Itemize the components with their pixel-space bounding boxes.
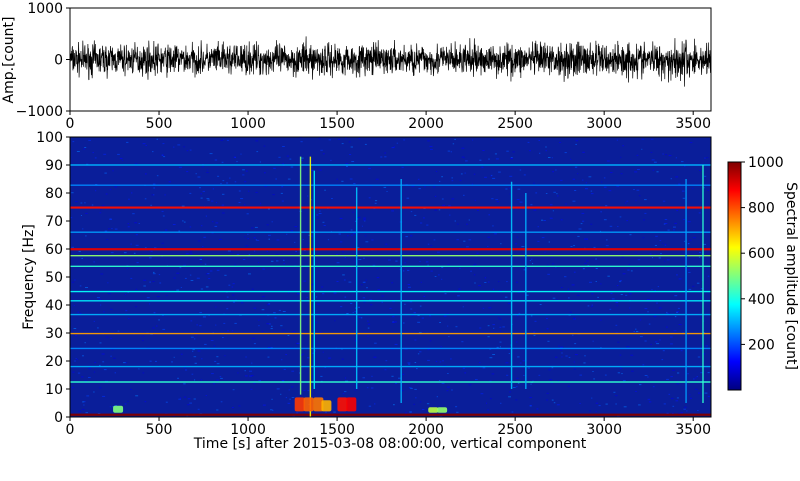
y-tick-label: 70 — [45, 214, 63, 230]
waveform-series-line — [70, 36, 711, 87]
spectrogram-y-label: Frequency [Hz] — [21, 224, 37, 330]
colorbar-tick-label: 200 — [748, 337, 775, 353]
y-tick-label: 30 — [45, 326, 63, 342]
y-tick-label: 50 — [45, 270, 63, 286]
low-frequency-burst — [313, 397, 324, 412]
spectrogram-y-axis: 0 10 20 30 40 50 60 70 80 90 100 — [36, 130, 70, 426]
x-tick-label: 2500 — [497, 422, 533, 438]
low-frequency-burst — [346, 397, 357, 412]
x-tick-label: 3000 — [586, 116, 622, 132]
y-tick-label: 0 — [54, 53, 63, 69]
low-frequency-burst — [428, 407, 439, 413]
low-frequency-burst — [294, 397, 305, 412]
x-tick-label: 1500 — [319, 422, 355, 438]
low-frequency-burst — [437, 407, 448, 413]
low-frequency-burst — [321, 400, 332, 412]
waveform-trace — [70, 36, 711, 87]
colorbar: 200 400 600 800 1000 Spectral amplitude [cou… — [727, 155, 799, 391]
y-tick-label: 90 — [45, 158, 63, 174]
x-tick-label: 3500 — [675, 116, 711, 132]
spectrogram-plot-area — [70, 137, 711, 417]
waveform-y-label: Amp.[count] — [1, 17, 17, 104]
colorbar-gradient — [727, 161, 742, 391]
x-tick-label: 0 — [66, 422, 75, 438]
waveform-x-axis: 0 500 1000 1500 2000 2500 3000 3500 — [66, 111, 711, 132]
colorbar-tick-label: 400 — [748, 292, 775, 308]
x-tick-label: 3500 — [675, 422, 711, 438]
y-tick-label: 10 — [45, 382, 63, 398]
waveform-y-axis: −1000 0 1000 — [16, 1, 70, 120]
spectrogram-panel: 0 500 1000 1500 2000 2500 3000 3500 0 10 20 30 40 50… — [21, 130, 712, 452]
y-tick-label: −1000 — [16, 104, 63, 120]
x-tick-label: 1000 — [230, 422, 266, 438]
x-tick-label: 1000 — [230, 116, 266, 132]
y-tick-label: 0 — [54, 410, 63, 426]
x-tick-label: 500 — [146, 422, 173, 438]
x-tick-label: 1500 — [319, 116, 355, 132]
low-frequency-burst — [113, 405, 124, 413]
colorbar-tick-label: 1000 — [748, 155, 784, 171]
waveform-panel: 0 500 1000 1500 2000 2500 3000 3500 −100001000 … — [1, 1, 712, 132]
x-tick-label: 2000 — [408, 116, 444, 132]
x-tick-label: 2000 — [408, 422, 444, 438]
colorbar-label: Spectral amplitude [count] — [783, 182, 799, 370]
spectrogram-speckle — [70, 137, 711, 417]
y-tick-label: 60 — [45, 242, 63, 258]
spectrogram-x-label: Time [s] after 2015-03-08 08:00:00, vert… — [193, 436, 587, 452]
y-tick-label: 80 — [45, 186, 63, 202]
colorbar-tick-label: 600 — [748, 246, 775, 262]
y-tick-label: 40 — [45, 298, 63, 314]
y-tick-label: 100 — [36, 130, 63, 146]
y-tick-label: 20 — [45, 354, 63, 370]
x-tick-label: 0 — [66, 116, 75, 132]
spectrogram-background — [70, 137, 711, 417]
colorbar-tick-label: 800 — [748, 201, 775, 217]
x-tick-label: 500 — [146, 116, 173, 132]
x-tick-label: 3000 — [586, 422, 622, 438]
low-frequency-burst — [303, 397, 314, 412]
low-frequency-burst — [337, 397, 348, 412]
x-tick-label: 2500 — [497, 116, 533, 132]
y-tick-label: 1000 — [27, 1, 63, 17]
colorbar-ticks: 200 400 600 800 1000 — [741, 155, 784, 353]
spectrogram-x-axis: 0 500 1000 1500 2000 2500 3000 3500 — [66, 417, 711, 438]
